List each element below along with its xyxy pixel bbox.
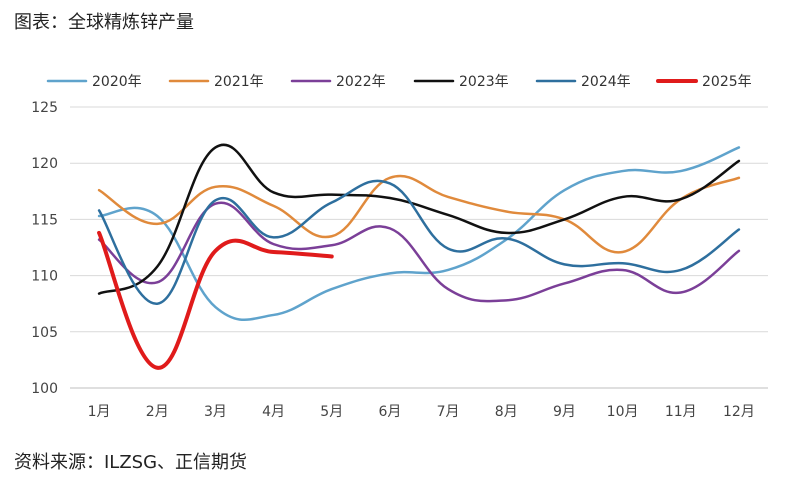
x-tick-label: 8月 (495, 404, 518, 420)
series-line-2025年 (97, 230, 334, 370)
x-tick-label: 10月 (607, 404, 639, 420)
legend-label: 2023年 (459, 74, 509, 90)
legend-label: 2021年 (214, 74, 264, 90)
x-tick-label: 7月 (437, 404, 460, 420)
y-tick-label: 100 (31, 381, 58, 397)
x-tick-label: 3月 (204, 404, 227, 420)
chart-title: 图表：全球精炼锌产量 (14, 12, 194, 33)
y-tick-label: 105 (31, 325, 58, 341)
x-axis-ticks: 1月 2月 3月 4月 5月 6月 7月 8月 9月 10月 11月 12月 (88, 404, 755, 420)
legend-label: 2022年 (336, 74, 386, 90)
y-tick-label: 120 (31, 156, 58, 172)
x-tick-label: 4月 (262, 404, 285, 420)
grid-lines (70, 106, 768, 389)
y-axis-ticks: 100 105 110 115 120 125 (31, 100, 58, 397)
x-tick-label: 12月 (723, 404, 755, 420)
series-line-2023年 (97, 143, 741, 295)
series-line-2024年 (97, 179, 741, 305)
x-tick-label: 1月 (88, 404, 111, 420)
legend: 2020年 2021年 2022年 2023年 2024年 2025年 (46, 74, 752, 90)
x-tick-label: 2月 (146, 404, 169, 420)
x-tick-label: 5月 (320, 404, 343, 420)
series-line-2021年 (97, 174, 741, 254)
x-tick-label: 11月 (665, 404, 697, 420)
legend-label: 2025年 (702, 74, 752, 90)
y-tick-label: 110 (31, 269, 58, 285)
y-tick-label: 125 (31, 100, 58, 116)
source-note: 资料来源：ILZSG、正信期货 (14, 452, 248, 473)
legend-label: 2020年 (92, 74, 142, 90)
y-tick-label: 115 (31, 212, 58, 228)
series-line-2022年 (97, 201, 741, 303)
legend-label: 2024年 (581, 74, 631, 90)
series-lines (97, 143, 741, 370)
x-tick-label: 6月 (378, 404, 401, 420)
x-tick-label: 9月 (553, 404, 576, 420)
